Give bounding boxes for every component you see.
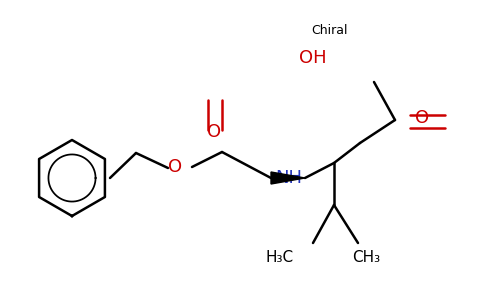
Text: Chiral: Chiral xyxy=(312,23,348,37)
Text: NH: NH xyxy=(275,169,302,187)
Text: H₃C: H₃C xyxy=(266,250,294,266)
Polygon shape xyxy=(271,172,305,184)
Text: OH: OH xyxy=(299,49,327,67)
Text: O: O xyxy=(168,158,182,176)
Text: O: O xyxy=(415,109,429,127)
Text: O: O xyxy=(207,123,221,141)
Text: CH₃: CH₃ xyxy=(352,250,380,266)
